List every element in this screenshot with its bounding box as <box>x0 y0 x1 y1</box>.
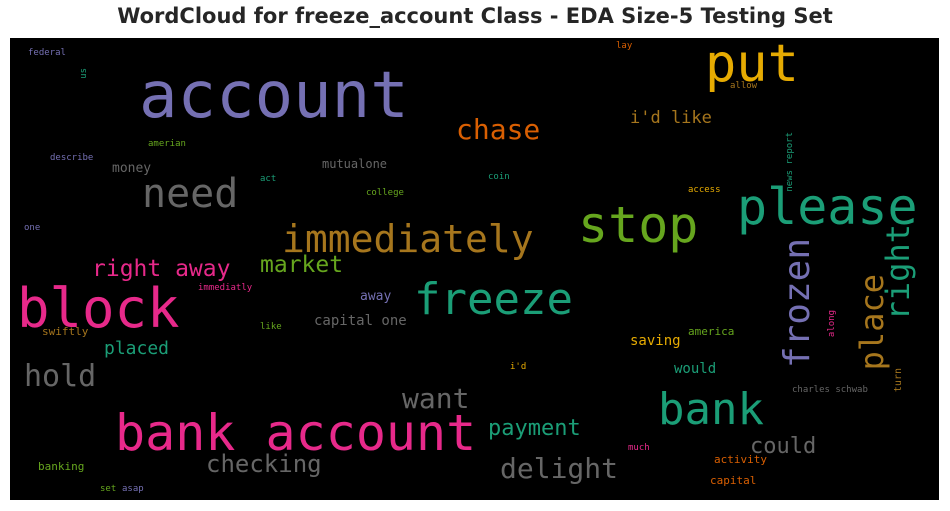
word-id-like: i'd like <box>630 108 712 128</box>
word-mutualone: mutualone <box>322 157 388 171</box>
word-freeze: freeze <box>414 274 573 325</box>
word-capital: capital <box>710 474 757 487</box>
word-one: one <box>24 223 41 233</box>
word-frozen: frozen <box>777 238 818 369</box>
word-act: act <box>260 174 277 184</box>
word-amerian: amerian <box>148 139 186 149</box>
word-saving: saving <box>630 333 681 349</box>
word-bank: bank <box>658 384 764 435</box>
chart-title: WordCloud for freeze_account Class - EDA… <box>117 4 833 28</box>
word-like: like <box>260 322 282 332</box>
word-capital-one: capital one <box>314 313 407 329</box>
word-away: away <box>360 289 392 304</box>
word-right: right <box>879 224 917 321</box>
word-lay: lay <box>616 41 633 51</box>
word-checking: checking <box>206 450 322 478</box>
word-want: want <box>402 382 470 415</box>
word-allow: allow <box>730 81 758 91</box>
word-activity: activity <box>714 453 767 466</box>
word-college: college <box>366 188 404 198</box>
word-put: put <box>705 38 799 94</box>
word-federal: federal <box>28 48 66 58</box>
word-block: block <box>17 277 180 340</box>
word-us: us <box>79 68 89 79</box>
word-banking: banking <box>38 460 85 473</box>
word-america: america <box>688 325 735 338</box>
word-could: could <box>750 434 817 459</box>
word-payment: payment <box>488 416 581 441</box>
word-set: set <box>100 484 117 494</box>
word-stop: stop <box>578 196 699 254</box>
word-account: account <box>139 59 409 133</box>
word-asap: asap <box>122 484 144 494</box>
word-placed: placed <box>104 338 170 359</box>
word-describe: describe <box>50 153 94 163</box>
word-immediately: immediately <box>282 217 534 261</box>
word-market: market <box>260 252 344 278</box>
word-bank-account: bank account <box>115 404 477 462</box>
word-money: money <box>112 161 152 176</box>
word-news-report: news report <box>785 132 795 192</box>
word-chase: chase <box>456 113 541 146</box>
word-much: much <box>628 443 650 453</box>
word-along: along <box>827 310 837 338</box>
word-charles-schwab: charles schwab <box>792 385 868 395</box>
word-turn: turn <box>893 368 904 393</box>
word-access: access <box>688 185 721 195</box>
word-coin: coin <box>488 172 510 182</box>
word-hold: hold <box>24 359 97 394</box>
word-need: need <box>142 171 239 217</box>
word-swiftly: swiftly <box>42 325 89 338</box>
word-cloud: account put please stop block bank accou… <box>10 38 939 500</box>
word-immediatly: immediatly <box>198 283 253 293</box>
word-would: would <box>674 361 717 377</box>
word-delight: delight <box>500 452 619 485</box>
word-id: i'd <box>510 362 527 372</box>
word-please: please <box>737 178 918 236</box>
word-right-away: right away <box>92 256 231 282</box>
